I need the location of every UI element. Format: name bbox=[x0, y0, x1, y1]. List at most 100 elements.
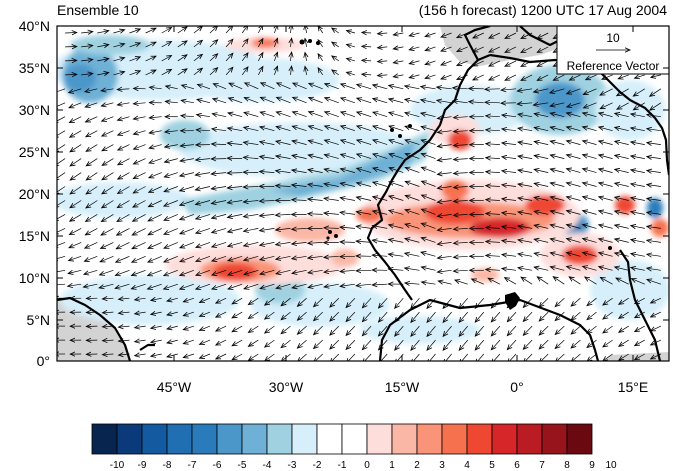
wind-vector-arrow bbox=[647, 143, 661, 145]
wind-vector-arrow bbox=[534, 183, 549, 186]
wind-vector-arrow bbox=[389, 239, 404, 242]
wind-vector-arrow bbox=[70, 144, 82, 152]
wind-vector-arrow bbox=[260, 242, 275, 245]
wind-vector-arrow bbox=[183, 354, 195, 358]
wind-vector-arrow bbox=[537, 32, 549, 39]
wind-vector-arrow bbox=[341, 98, 356, 104]
wind-vector-arrow bbox=[196, 283, 211, 289]
wind-vector-arrow bbox=[443, 353, 452, 361]
wind-vector-arrow bbox=[631, 212, 645, 215]
wind-vector-arrow bbox=[603, 339, 613, 347]
wind-vector-arrow bbox=[102, 116, 114, 122]
wind-vector-arrow bbox=[118, 172, 130, 180]
wind-vector-arrow bbox=[518, 240, 533, 243]
wind-vector-arrow bbox=[165, 158, 178, 163]
wind-vector-arrow bbox=[209, 26, 218, 34]
wind-vector-arrow bbox=[550, 239, 565, 243]
wind-vector-arrow bbox=[118, 186, 130, 194]
wind-vector-arrow bbox=[372, 240, 388, 242]
wind-vector-arrow bbox=[486, 228, 500, 229]
colorbar-swatch bbox=[391, 423, 418, 455]
wind-vector-arrow bbox=[177, 69, 187, 76]
wind-vector-arrow bbox=[615, 141, 629, 145]
wind-vector-arrow bbox=[102, 144, 114, 151]
wind-vector-arrow bbox=[195, 186, 211, 190]
wind-vector-arrow bbox=[389, 225, 404, 229]
wind-vector-arrow bbox=[232, 325, 243, 332]
wind-vector-arrow bbox=[615, 183, 629, 187]
wind-vector-arrow bbox=[113, 72, 124, 75]
wind-vector-arrow bbox=[421, 100, 436, 103]
wind-vector-arrow bbox=[615, 239, 629, 243]
wind-vector-arrow bbox=[209, 54, 218, 62]
wind-vector-arrow bbox=[164, 269, 178, 275]
wind-vector-arrow bbox=[437, 145, 452, 147]
wind-vector-arrow bbox=[180, 200, 195, 206]
wind-vector-arrow bbox=[647, 226, 661, 228]
wind-vector-arrow bbox=[454, 145, 468, 146]
wind-vector-arrow bbox=[647, 240, 661, 242]
wind-vector-arrow bbox=[86, 130, 98, 137]
wind-vector-arrow bbox=[314, 339, 323, 349]
wind-vector-arrow bbox=[57, 200, 66, 208]
wind-vector-arrow bbox=[405, 268, 420, 270]
wind-vector-arrow bbox=[161, 42, 172, 48]
colorbar-swatch bbox=[466, 423, 493, 455]
wind-vector-arrow bbox=[537, 74, 549, 81]
wind-vector-arrow bbox=[388, 254, 404, 256]
wind-vector-arrow bbox=[357, 126, 372, 132]
wind-vector-arrow bbox=[102, 130, 114, 136]
wind-vector-arrow bbox=[602, 74, 613, 79]
wind-vector-arrow bbox=[615, 225, 629, 229]
wind-vector-arrow bbox=[567, 169, 581, 173]
forecast-time-title: (156 h forecast) 1200 UTC 17 Aug 2004 bbox=[418, 2, 667, 18]
wind-vector-arrow bbox=[332, 56, 340, 62]
wind-vector-arrow bbox=[585, 277, 597, 285]
wind-vector-arrow bbox=[57, 144, 66, 152]
wind-vectors bbox=[57, 26, 662, 361]
wind-vector-arrow bbox=[357, 183, 372, 187]
wind-vector-arrow bbox=[132, 255, 146, 262]
wind-vector-arrow bbox=[101, 228, 114, 235]
wind-vector-arrow bbox=[115, 269, 130, 275]
wind-vector-arrow bbox=[314, 353, 323, 361]
wind-vector-arrow bbox=[149, 186, 162, 193]
wind-vector-arrow bbox=[437, 256, 452, 258]
wind-vector-arrow bbox=[291, 66, 292, 75]
wind-vector-arrow bbox=[584, 102, 597, 108]
wind-vector-arrow bbox=[167, 298, 178, 301]
wind-vector-arrow bbox=[379, 353, 388, 361]
wind-vector-arrow bbox=[379, 339, 388, 350]
wind-vector-arrow bbox=[650, 102, 662, 110]
wind-vector-arrow bbox=[309, 98, 323, 104]
wind-vector-arrow bbox=[293, 97, 307, 104]
wind-vector-arrow bbox=[167, 354, 178, 357]
colorbar-label: 3 bbox=[439, 460, 445, 471]
lat-label-40n: 40°N bbox=[19, 18, 50, 34]
wind-vector-arrow bbox=[411, 297, 420, 308]
wind-vector-arrow bbox=[248, 353, 259, 360]
wind-vector-arrow bbox=[405, 210, 420, 215]
wind-vector-arrow bbox=[555, 311, 565, 321]
wind-vector-arrow bbox=[523, 339, 533, 349]
wind-vector-arrow bbox=[97, 31, 109, 33]
wind-vector-arrow bbox=[635, 311, 645, 318]
wind-vector-arrow bbox=[149, 144, 162, 149]
wind-vector-arrow bbox=[341, 154, 356, 159]
wind-vector-arrow bbox=[181, 100, 194, 103]
wind-vector-arrow bbox=[518, 114, 533, 117]
wind-vector-arrow bbox=[518, 212, 533, 215]
wind-vector-arrow bbox=[145, 56, 156, 62]
wind-vector-arrow bbox=[145, 70, 156, 76]
wind-vector-arrow bbox=[281, 325, 291, 334]
wind-vector-arrow bbox=[193, 54, 203, 62]
wind-vector-arrow bbox=[119, 312, 130, 313]
wind-vector-arrow bbox=[83, 284, 98, 287]
wind-vector-arrow bbox=[647, 129, 661, 131]
wind-vector-arrow bbox=[619, 297, 629, 304]
wind-vector-arrow bbox=[631, 268, 645, 271]
wind-vector-arrow bbox=[373, 154, 388, 159]
wind-vector-arrow bbox=[69, 255, 82, 260]
wind-vector-arrow bbox=[473, 60, 484, 66]
